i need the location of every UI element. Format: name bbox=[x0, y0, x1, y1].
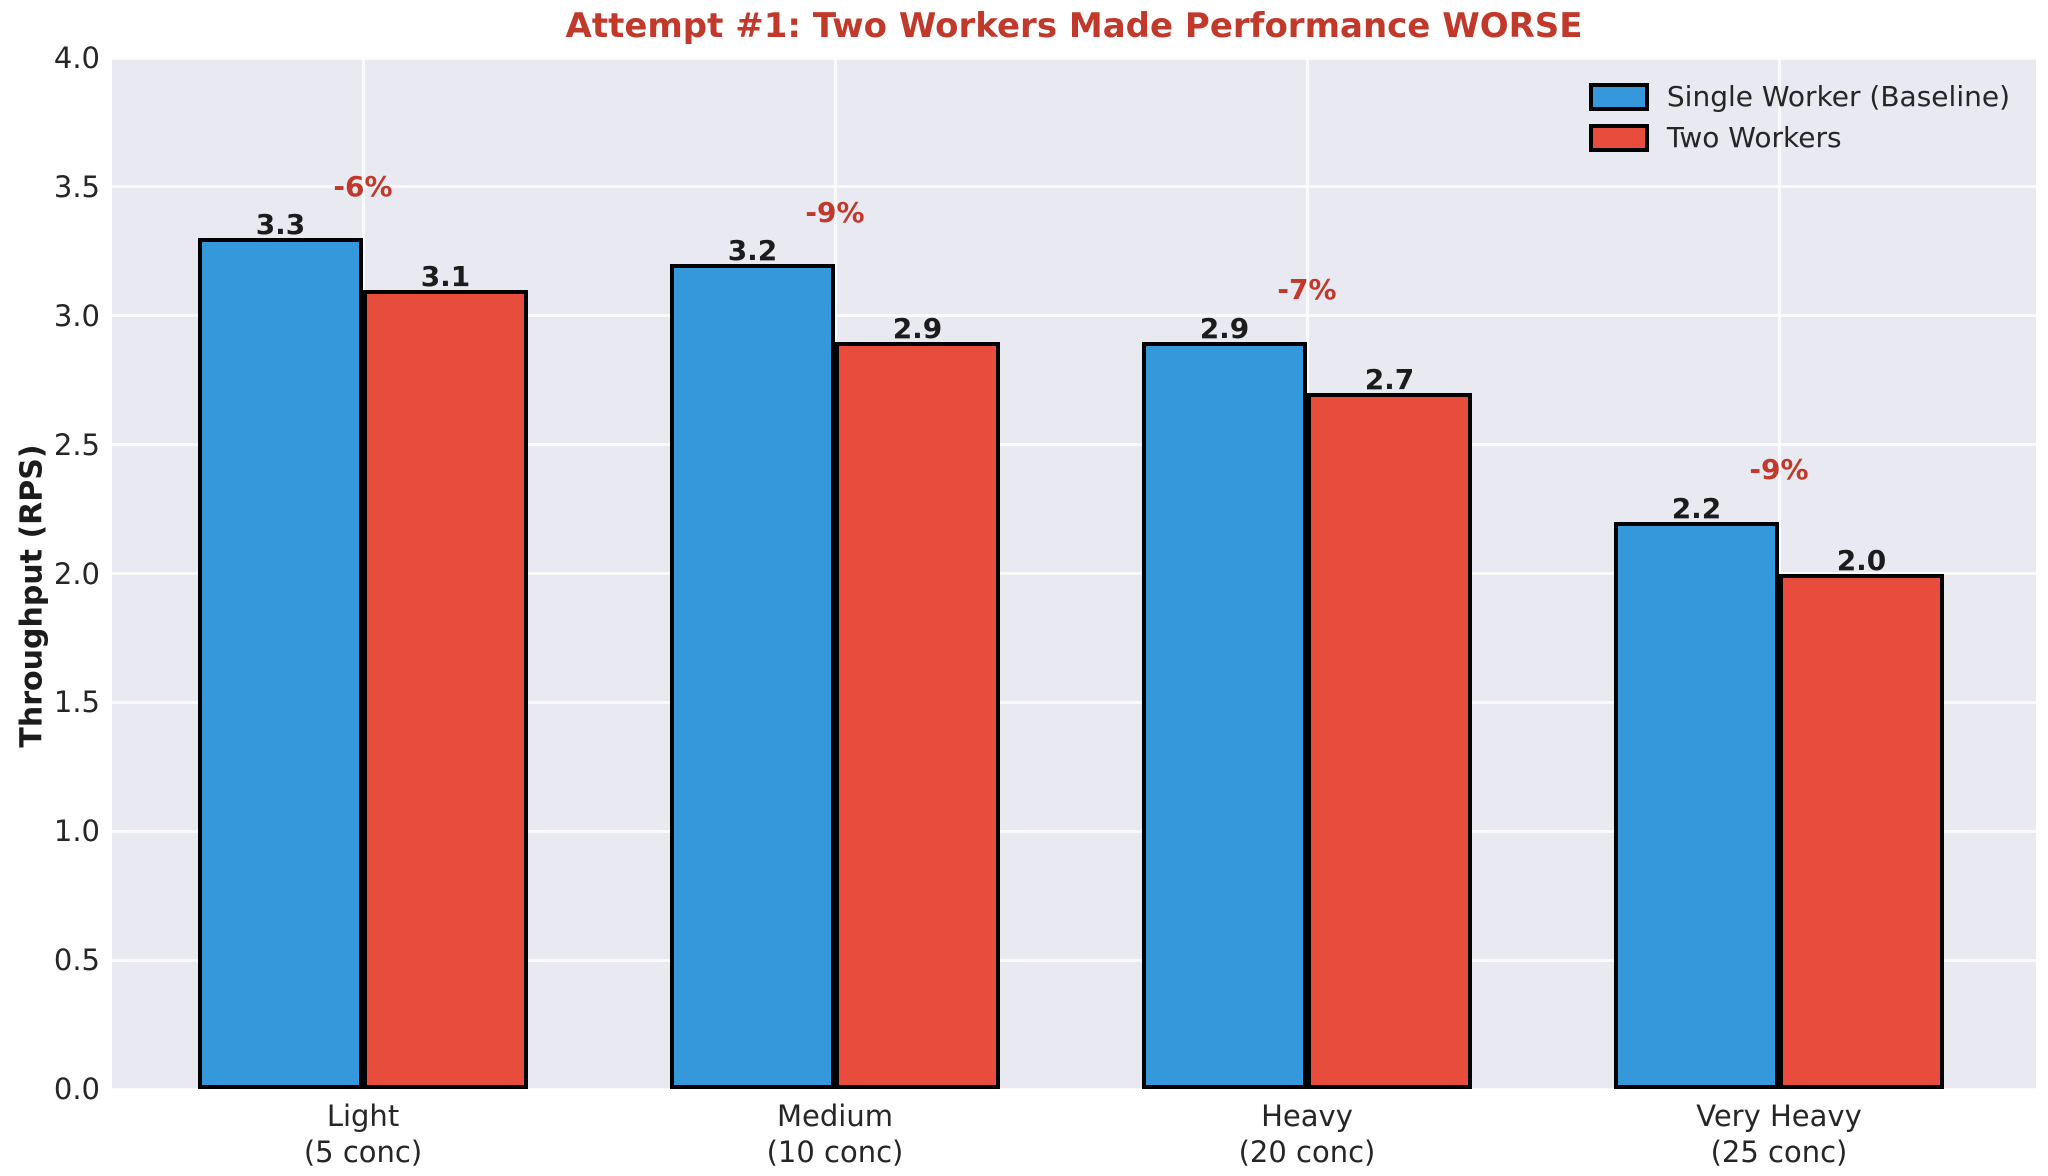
y-tick-label: 1.0 bbox=[53, 814, 100, 849]
bar-value-label: 2.9 bbox=[892, 311, 943, 345]
h-gridline bbox=[112, 572, 2036, 575]
bar-value-label: 2.7 bbox=[1364, 363, 1415, 397]
bar bbox=[198, 238, 363, 1089]
h-gridline bbox=[112, 56, 2036, 60]
bar-value-label: 2.2 bbox=[1671, 491, 1722, 525]
y-tick-label: 3.5 bbox=[53, 169, 100, 204]
legend-label: Two Workers bbox=[1666, 121, 1842, 154]
legend-item: Single Worker (Baseline) bbox=[1588, 80, 2010, 113]
bar-value-label: 3.3 bbox=[255, 208, 306, 242]
y-tick-label: 4.0 bbox=[53, 41, 100, 75]
legend-item: Two Workers bbox=[1588, 121, 2010, 154]
bar bbox=[835, 341, 1000, 1089]
chart-title: Attempt #1: Two Workers Made Performance… bbox=[565, 6, 1583, 46]
x-tick-label: Heavy (20 conc) bbox=[1238, 1099, 1376, 1169]
h-gridline bbox=[112, 829, 2036, 833]
bar bbox=[1614, 521, 1779, 1089]
x-tick-label: Medium (10 conc) bbox=[766, 1099, 904, 1169]
bar bbox=[670, 264, 835, 1089]
y-tick-label: 3.0 bbox=[53, 298, 100, 333]
bar bbox=[1779, 573, 1944, 1089]
bar-value-label: 2.9 bbox=[1199, 311, 1250, 345]
bar bbox=[363, 289, 528, 1089]
legend: Single Worker (Baseline) Two Workers bbox=[1588, 80, 2010, 154]
bar-value-label: 3.1 bbox=[420, 259, 471, 293]
pct-change-annotation: -9% bbox=[805, 195, 865, 229]
y-tick-label: 2.0 bbox=[53, 556, 100, 591]
y-tick-label: 2.5 bbox=[53, 427, 100, 462]
h-gridline bbox=[112, 958, 2036, 962]
bar-value-label: 3.2 bbox=[727, 234, 778, 268]
h-gridline bbox=[112, 314, 2036, 318]
y-tick-label: 1.5 bbox=[53, 685, 100, 720]
h-gridline bbox=[112, 1087, 2036, 1091]
pct-change-annotation: -7% bbox=[1277, 272, 1337, 306]
y-tick-label: 0.5 bbox=[53, 943, 100, 978]
h-gridline bbox=[112, 443, 2036, 447]
plot-area: 3.3 3.2 2.9 2.2 3.1 2.9 2.7 2.0 -6% -9% -7% -9% bbox=[112, 56, 2036, 1091]
pct-change-annotation: -6% bbox=[333, 169, 393, 203]
legend-swatch bbox=[1588, 124, 1649, 152]
legend-label: Single Worker (Baseline) bbox=[1666, 80, 2010, 113]
x-tick-label: Light (5 conc) bbox=[303, 1099, 423, 1169]
bar-value-label: 2.0 bbox=[1836, 543, 1887, 577]
pct-change-annotation: -9% bbox=[1749, 453, 1809, 487]
x-tick-label: Very Heavy (25 conc) bbox=[1696, 1099, 1862, 1169]
h-gridline bbox=[112, 700, 2036, 704]
bar bbox=[1142, 341, 1307, 1089]
h-gridline bbox=[112, 185, 2036, 189]
y-tick-label: 0.0 bbox=[53, 1072, 100, 1106]
legend-swatch bbox=[1588, 83, 1649, 111]
bar bbox=[1307, 393, 1472, 1089]
